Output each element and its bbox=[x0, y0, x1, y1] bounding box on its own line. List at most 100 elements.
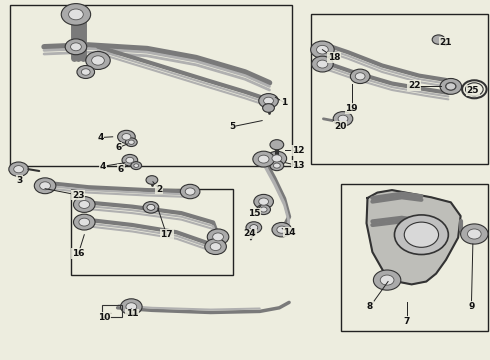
Text: 14: 14 bbox=[283, 228, 296, 237]
Bar bbox=[341, 184, 488, 331]
Text: 2: 2 bbox=[156, 184, 162, 194]
Circle shape bbox=[272, 222, 292, 237]
Circle shape bbox=[185, 188, 195, 195]
Text: 6: 6 bbox=[116, 143, 122, 152]
Circle shape bbox=[126, 303, 137, 311]
Circle shape bbox=[77, 66, 95, 78]
Text: 1: 1 bbox=[281, 98, 287, 107]
Circle shape bbox=[9, 162, 28, 176]
Text: 19: 19 bbox=[345, 104, 358, 113]
Circle shape bbox=[65, 39, 87, 55]
Circle shape bbox=[126, 157, 134, 163]
Text: 8: 8 bbox=[367, 302, 373, 311]
Circle shape bbox=[461, 224, 488, 244]
Text: 4: 4 bbox=[97, 133, 104, 142]
Circle shape bbox=[338, 115, 348, 122]
Circle shape bbox=[380, 275, 394, 285]
Circle shape bbox=[446, 83, 456, 90]
Text: 21: 21 bbox=[440, 38, 452, 47]
Circle shape bbox=[259, 198, 269, 205]
Text: 5: 5 bbox=[229, 122, 235, 131]
Circle shape bbox=[259, 94, 278, 108]
Circle shape bbox=[317, 60, 328, 68]
Circle shape bbox=[147, 204, 155, 210]
Circle shape bbox=[257, 204, 270, 215]
Circle shape bbox=[134, 164, 139, 167]
Text: 4: 4 bbox=[99, 162, 106, 171]
Text: 22: 22 bbox=[408, 81, 420, 90]
Text: 7: 7 bbox=[403, 317, 410, 325]
Circle shape bbox=[74, 197, 95, 212]
Text: 18: 18 bbox=[328, 53, 341, 62]
Circle shape bbox=[125, 138, 137, 147]
Circle shape bbox=[207, 229, 229, 245]
Circle shape bbox=[404, 222, 439, 247]
Text: 10: 10 bbox=[98, 313, 110, 322]
Text: 11: 11 bbox=[126, 309, 139, 318]
Circle shape bbox=[270, 161, 284, 171]
Circle shape bbox=[61, 4, 91, 25]
Circle shape bbox=[143, 202, 159, 213]
Circle shape bbox=[277, 226, 287, 233]
Circle shape bbox=[69, 9, 83, 20]
Circle shape bbox=[273, 163, 280, 168]
Text: 24: 24 bbox=[244, 230, 256, 239]
Circle shape bbox=[121, 299, 142, 315]
Circle shape bbox=[146, 176, 158, 184]
Circle shape bbox=[253, 151, 274, 167]
Text: 23: 23 bbox=[72, 191, 85, 199]
Circle shape bbox=[333, 112, 353, 126]
Circle shape bbox=[122, 154, 138, 166]
Bar bbox=[102, 305, 122, 317]
Circle shape bbox=[254, 194, 273, 209]
Circle shape bbox=[467, 229, 481, 239]
Bar bbox=[71, 189, 233, 275]
Circle shape bbox=[118, 130, 135, 143]
Text: 12: 12 bbox=[292, 146, 304, 155]
Text: 20: 20 bbox=[334, 122, 346, 131]
Circle shape bbox=[250, 225, 258, 230]
Circle shape bbox=[92, 56, 104, 65]
Circle shape bbox=[394, 215, 448, 255]
Bar bbox=[311, 14, 488, 164]
Circle shape bbox=[432, 35, 445, 44]
Circle shape bbox=[373, 270, 401, 290]
Circle shape bbox=[14, 166, 24, 173]
Bar bbox=[10, 5, 292, 166]
Circle shape bbox=[81, 69, 90, 75]
Circle shape bbox=[40, 182, 50, 190]
Circle shape bbox=[86, 51, 110, 69]
Circle shape bbox=[350, 69, 370, 84]
Text: 9: 9 bbox=[468, 302, 475, 311]
Circle shape bbox=[180, 184, 200, 199]
Circle shape bbox=[260, 207, 267, 212]
Circle shape bbox=[131, 162, 142, 170]
Circle shape bbox=[272, 155, 282, 162]
Circle shape bbox=[147, 204, 155, 210]
Circle shape bbox=[355, 73, 365, 80]
Circle shape bbox=[122, 134, 131, 140]
Circle shape bbox=[440, 78, 462, 94]
Circle shape bbox=[263, 104, 274, 112]
Text: 6: 6 bbox=[118, 165, 124, 174]
Circle shape bbox=[128, 140, 134, 144]
Circle shape bbox=[213, 233, 223, 241]
Circle shape bbox=[210, 243, 221, 251]
Circle shape bbox=[311, 41, 334, 58]
Circle shape bbox=[79, 218, 90, 226]
Circle shape bbox=[445, 82, 456, 90]
Circle shape bbox=[71, 43, 81, 51]
Circle shape bbox=[264, 97, 273, 104]
Text: 25: 25 bbox=[466, 86, 479, 95]
Circle shape bbox=[246, 222, 262, 233]
Text: 13: 13 bbox=[292, 161, 304, 170]
Circle shape bbox=[74, 214, 95, 230]
Circle shape bbox=[267, 151, 287, 166]
Text: 17: 17 bbox=[160, 230, 173, 239]
Text: 16: 16 bbox=[72, 249, 85, 258]
Polygon shape bbox=[367, 190, 461, 284]
Circle shape bbox=[205, 239, 226, 255]
Circle shape bbox=[270, 140, 284, 150]
Circle shape bbox=[79, 201, 90, 208]
Circle shape bbox=[258, 155, 269, 163]
